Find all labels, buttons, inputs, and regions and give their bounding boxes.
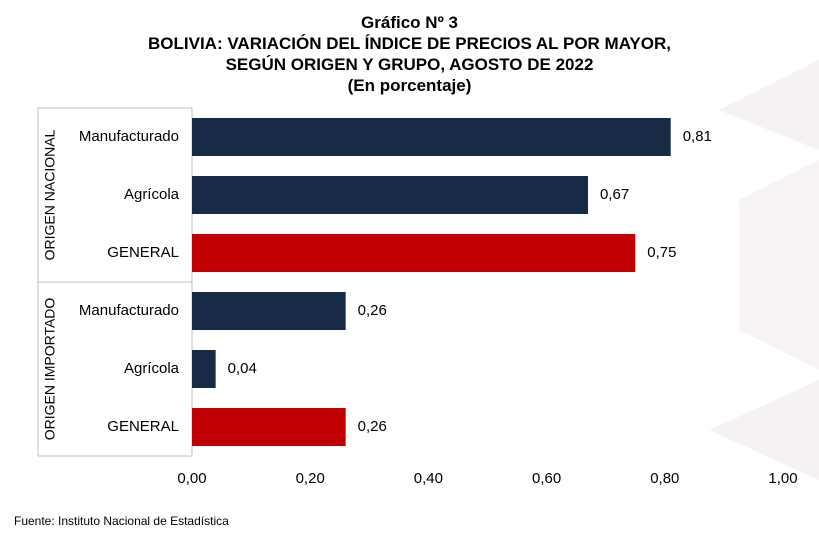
- x-tick-label: 0,40: [414, 470, 443, 487]
- data-label: 0,81: [683, 128, 712, 145]
- bar: [192, 118, 671, 156]
- x-tick-label: 0,20: [296, 470, 325, 487]
- chart-title-line-1: Gráfico Nº 3: [361, 13, 458, 32]
- bar: [192, 234, 636, 272]
- chart-title-line-4: (En porcentaje): [347, 76, 472, 95]
- bar: [192, 408, 346, 446]
- chart-title: Gráfico Nº 3 BOLIVIA: VARIACIÓN DEL ÍNDI…: [0, 12, 819, 96]
- data-label: 0,75: [647, 244, 676, 261]
- bar: [192, 350, 216, 388]
- category-label: Manufacturado: [79, 128, 179, 145]
- data-label: 0,67: [600, 186, 629, 203]
- category-label: Manufacturado: [79, 302, 179, 319]
- group-label: ORIGEN NACIONAL: [42, 129, 58, 260]
- data-label: 0,04: [228, 360, 257, 377]
- category-label: Agrícola: [124, 360, 180, 377]
- category-label: GENERAL: [107, 418, 179, 435]
- bar: [192, 292, 346, 330]
- group-label: ORIGEN IMPORTADO: [42, 298, 58, 441]
- x-tick-label: 0,60: [532, 470, 561, 487]
- chart-title-line-3: SEGÚN ORIGEN Y GRUPO, AGOSTO DE 2022: [225, 55, 594, 74]
- category-label: Agrícola: [124, 186, 180, 203]
- data-label: 0,26: [358, 418, 387, 435]
- x-tick-label: 0,00: [177, 470, 206, 487]
- category-label: GENERAL: [107, 244, 179, 261]
- bar: [192, 176, 588, 214]
- data-label: 0,26: [358, 302, 387, 319]
- x-tick-label: 0,80: [650, 470, 679, 487]
- source-note: Fuente: Instituto Nacional de Estadístic…: [14, 514, 229, 528]
- x-tick-label: 1,00: [768, 470, 797, 487]
- chart-title-line-2: BOLIVIA: VARIACIÓN DEL ÍNDICE DE PRECIOS…: [148, 34, 671, 53]
